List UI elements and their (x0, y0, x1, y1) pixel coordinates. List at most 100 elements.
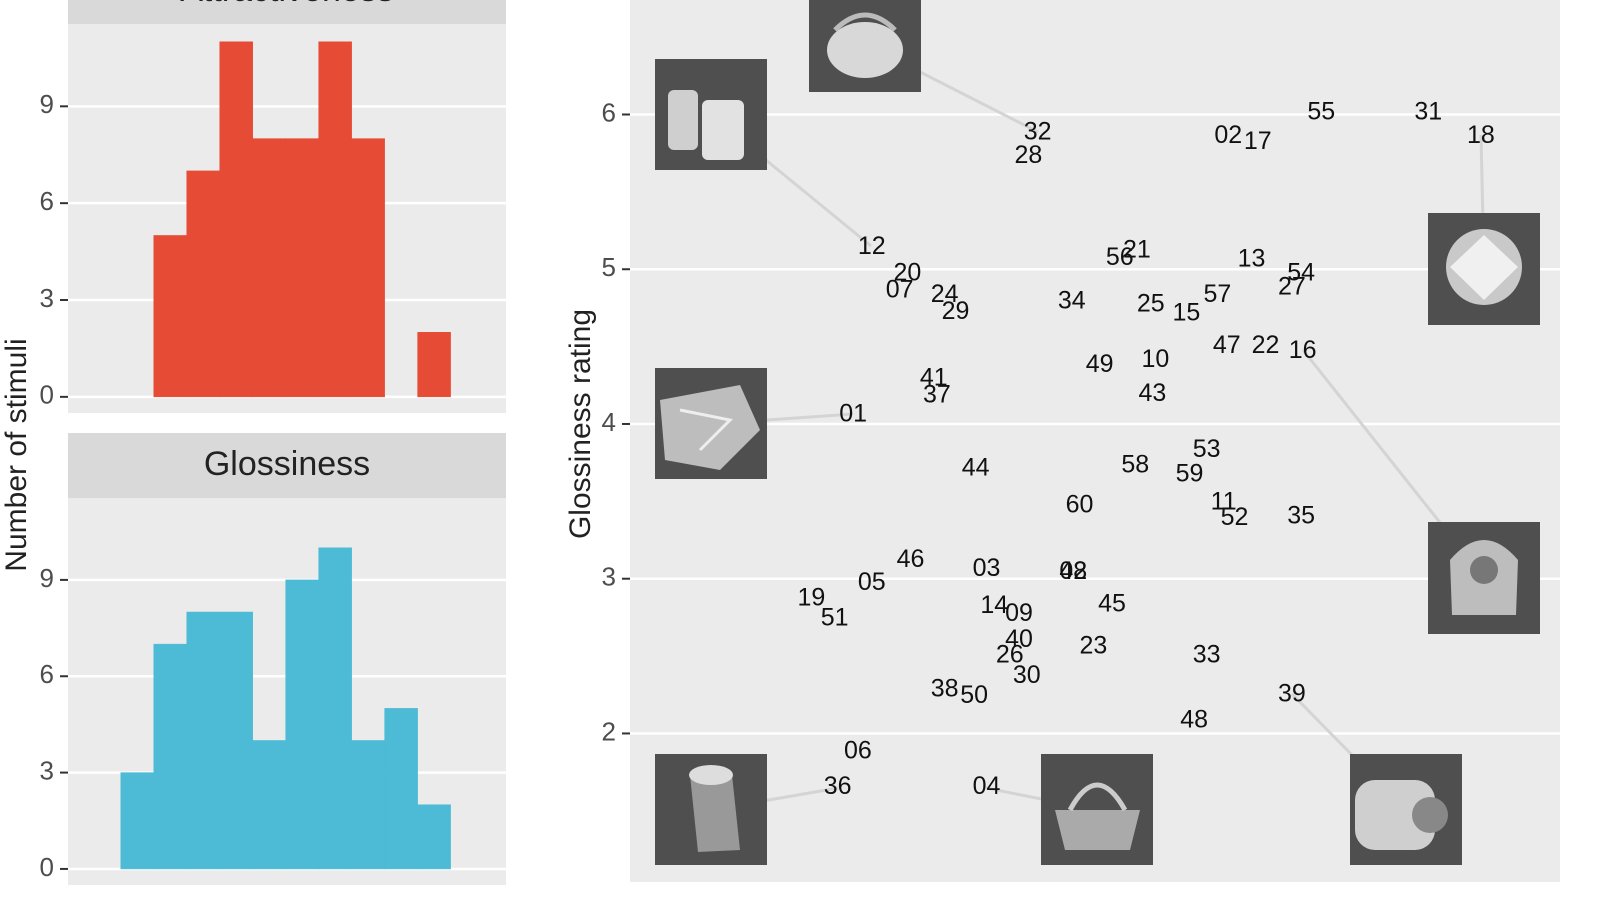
point-label: 11 (1211, 488, 1237, 516)
point-label: 30 (1013, 661, 1041, 689)
thumbnail-cans (655, 59, 767, 170)
histogram-bar (219, 41, 253, 398)
point-label: 39 (1278, 679, 1306, 707)
point-label: 06 (844, 737, 872, 765)
y-tick-label: 6 (602, 97, 616, 127)
histogram-bar (285, 138, 319, 398)
point-label: 25 (1137, 289, 1165, 317)
point-label: 08 (1059, 557, 1087, 585)
y-tick-label: 3 (40, 755, 54, 785)
y-axis-label: Glossiness rating (564, 309, 597, 539)
point-label: 51 (821, 604, 849, 632)
point-label: 04 (973, 772, 1001, 800)
point-label: 21 (1123, 235, 1151, 263)
point-label: 24 (931, 280, 959, 308)
point-label: 22 (1252, 331, 1280, 359)
histogram-bar (252, 138, 286, 398)
panel-background (630, 0, 1560, 882)
thumbnail-diamond (1428, 213, 1540, 325)
histogram-bar (318, 547, 352, 870)
y-tick-label: 6 (40, 186, 54, 216)
histogram-bar (120, 772, 155, 870)
point-label: 23 (1080, 631, 1108, 659)
y-tick-label: 0 (40, 852, 54, 882)
point-label: 12 (858, 232, 886, 260)
y-tick-label: 3 (40, 283, 54, 313)
point-label: 57 (1204, 280, 1232, 308)
point-label: 01 (839, 399, 867, 427)
histogram-bar (318, 41, 352, 398)
point-label: 46 (897, 545, 925, 573)
point-label: 48 (1180, 706, 1208, 734)
point-label: 43 (1138, 379, 1166, 407)
point-label: 55 (1307, 98, 1335, 126)
point-label: 41 (920, 364, 948, 392)
thumbnail-basket (1041, 754, 1153, 865)
background-layer: 0369AttractivenessNumber of stimuli0369G… (0, 0, 1560, 885)
point-label: 59 (1176, 460, 1204, 488)
point-label: 14 (980, 591, 1008, 619)
point-label: 40 (1005, 625, 1033, 653)
histogram-bar (153, 643, 187, 870)
thumbnail-kettle (809, 0, 921, 92)
facet-title: Attractiveness (180, 0, 394, 9)
point-label: 58 (1121, 450, 1149, 478)
thumbnails (655, 0, 1540, 865)
histogram-bar (384, 708, 418, 870)
y-tick-label: 5 (602, 252, 616, 282)
point-label: 33 (1193, 641, 1221, 669)
point-label: 07 (886, 276, 914, 304)
histogram-bar (186, 170, 220, 398)
y-tick-label: 6 (40, 659, 54, 689)
point-label: 13 (1238, 245, 1266, 273)
y-tick-label: 4 (602, 407, 616, 437)
point-label: 17 (1244, 127, 1272, 155)
point-label: 60 (1066, 491, 1094, 519)
histogram-bar (219, 611, 253, 870)
point-label: 49 (1086, 350, 1114, 378)
point-label: 03 (973, 554, 1001, 582)
point-label: 18 (1467, 121, 1495, 149)
point-label: 56 (1106, 243, 1134, 271)
point-label: 54 (1287, 258, 1315, 286)
point-label: 52 (1221, 503, 1249, 531)
point-label: 28 (1014, 141, 1042, 169)
histogram-bar (252, 740, 286, 870)
y-tick-label: 2 (602, 716, 616, 746)
point-label: 31 (1414, 98, 1442, 126)
point-label: 50 (960, 681, 988, 709)
thumbnail-money (1350, 754, 1462, 865)
y-tick-label: 9 (40, 89, 54, 119)
histogram-bar (285, 579, 319, 870)
point-label: 32 (1024, 118, 1052, 146)
point-label: 20 (894, 258, 922, 286)
histogram-bar (351, 740, 385, 870)
point-label: 02 (1214, 121, 1242, 149)
y-tick-label: 9 (40, 563, 54, 593)
point-label: 45 (1098, 590, 1126, 618)
facet-strip (68, 0, 506, 24)
histogram-bar (186, 611, 220, 870)
point-label: 34 (1058, 286, 1086, 314)
point-label: 47 (1213, 331, 1241, 359)
y-tick-label: 3 (602, 562, 616, 592)
thumbnail-foil (655, 368, 767, 479)
point-label: 29 (942, 297, 970, 325)
histogram-bar (417, 804, 451, 870)
thumbnail-stump (655, 754, 767, 865)
histogram-bar (417, 332, 451, 398)
histogram-bar (153, 235, 187, 398)
point-label: 44 (962, 453, 990, 481)
y-tick-label: 0 (40, 380, 54, 410)
point-label: 53 (1193, 435, 1221, 463)
point-label: 19 (797, 583, 825, 611)
histogram-bar (351, 138, 385, 398)
point-label: 42 (1059, 557, 1087, 585)
point-label: 27 (1278, 272, 1306, 300)
facet-strip (68, 433, 506, 498)
point-label: 37 (923, 381, 951, 409)
point-label: 15 (1173, 299, 1201, 327)
